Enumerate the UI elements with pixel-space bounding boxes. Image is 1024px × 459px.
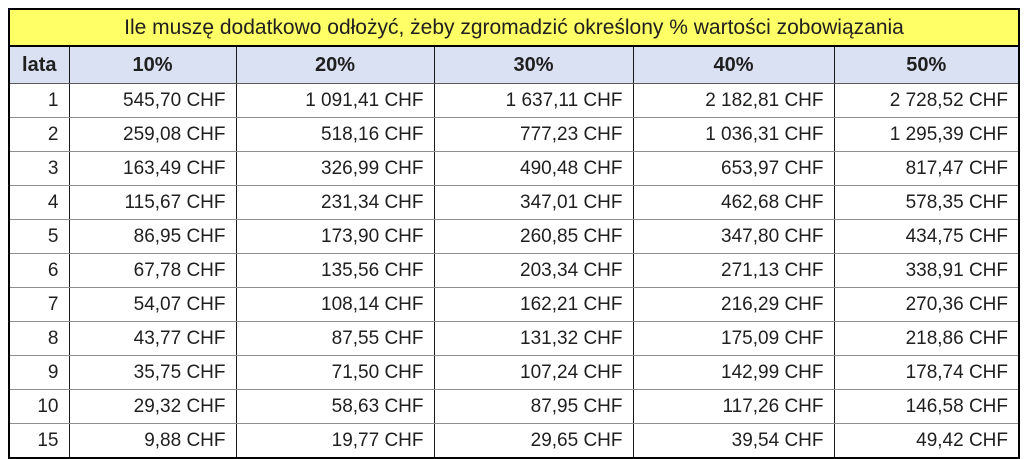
column-header-40pct: 40% [632,45,835,84]
value-cell: 347,80 CHF [632,219,835,254]
value-cell: 545,70 CHF [68,83,237,118]
value-cell: 162,21 CHF [433,287,634,322]
value-cell: 462,68 CHF [632,185,835,220]
value-cell: 39,54 CHF [632,423,835,459]
year-cell: 6 [8,253,70,288]
year-cell: 4 [8,185,70,220]
value-cell: 178,74 CHF [833,355,1020,390]
year-cell: 9 [8,355,70,390]
table-row: 6 67,78 CHF 135,56 CHF 203,34 CHF 271,13 CHF… [8,253,1020,288]
value-cell: 175,09 CHF [632,321,835,356]
value-cell: 54,07 CHF [68,287,237,322]
table-row: 3 163,49 CHF 326,99 CHF 490,48 CHF 653,97 CH… [8,151,1020,186]
value-cell: 131,32 CHF [433,321,634,356]
value-cell: 578,35 CHF [833,185,1020,220]
table-row: 7 54,07 CHF 108,14 CHF 162,21 CHF 216,29 CHF… [8,287,1020,322]
value-cell: 817,47 CHF [833,151,1020,186]
savings-table: Ile muszę dodatkowo odłożyć, żeby zgroma… [8,8,1021,459]
value-cell: 2 728,52 CHF [833,83,1020,118]
value-cell: 326,99 CHF [235,151,435,186]
value-cell: 260,85 CHF [433,219,634,254]
table-row: 1 545,70 CHF 1 091,41 CHF 1 637,11 CHF 2 182… [8,83,1020,118]
value-cell: 9,88 CHF [68,423,237,459]
table-row: 10 29,32 CHF 58,63 CHF 87,95 CHF 117,26 CHF 1… [8,389,1020,424]
value-cell: 777,23 CHF [433,117,634,152]
value-cell: 86,95 CHF [68,219,237,254]
table-row: 15 9,88 CHF 19,77 CHF 29,65 CHF 39,54 CHF 49,… [8,423,1020,459]
value-cell: 2 182,81 CHF [632,83,835,118]
table-title: Ile muszę dodatkowo odłożyć, żeby zgroma… [8,8,1020,47]
value-cell: 135,56 CHF [235,253,435,288]
value-cell: 1 295,39 CHF [833,117,1020,152]
table-title-row: Ile muszę dodatkowo odłożyć, żeby zgroma… [8,8,1020,47]
value-cell: 518,16 CHF [235,117,435,152]
value-cell: 270,36 CHF [833,287,1020,322]
value-cell: 29,32 CHF [68,389,237,424]
table-row: 4 115,67 CHF 231,34 CHF 347,01 CHF 462,68 CH… [8,185,1020,220]
value-cell: 163,49 CHF [68,151,237,186]
value-cell: 347,01 CHF [433,185,634,220]
value-cell: 29,65 CHF [433,423,634,459]
year-cell: 3 [8,151,70,186]
column-header-10pct: 10% [68,45,237,84]
value-cell: 216,29 CHF [632,287,835,322]
value-cell: 338,91 CHF [833,253,1020,288]
value-cell: 173,90 CHF [235,219,435,254]
year-cell: 1 [8,83,70,118]
value-cell: 1 036,31 CHF [632,117,835,152]
value-cell: 142,99 CHF [632,355,835,390]
value-cell: 87,55 CHF [235,321,435,356]
year-cell: 8 [8,321,70,356]
value-cell: 87,95 CHF [433,389,634,424]
year-cell: 2 [8,117,70,152]
value-cell: 115,67 CHF [68,185,237,220]
value-cell: 43,77 CHF [68,321,237,356]
value-cell: 117,26 CHF [632,389,835,424]
column-header-50pct: 50% [833,45,1020,84]
value-cell: 490,48 CHF [433,151,634,186]
value-cell: 108,14 CHF [235,287,435,322]
table-row: 9 35,75 CHF 71,50 CHF 107,24 CHF 142,99 CHF 1… [8,355,1020,390]
value-cell: 1 091,41 CHF [235,83,435,118]
value-cell: 49,42 CHF [833,423,1020,459]
value-cell: 146,58 CHF [833,389,1020,424]
table-header-row: lata 10% 20% 30% 40% 50% [8,45,1020,84]
table-row: 8 43,77 CHF 87,55 CHF 131,32 CHF 175,09 CHF 2… [8,321,1020,356]
table-row: 2 259,08 CHF 518,16 CHF 777,23 CHF 1 036,31 … [8,117,1020,152]
value-cell: 67,78 CHF [68,253,237,288]
value-cell: 107,24 CHF [433,355,634,390]
value-cell: 58,63 CHF [235,389,435,424]
table-row: 5 86,95 CHF 173,90 CHF 260,85 CHF 347,80 CHF… [8,219,1020,254]
value-cell: 71,50 CHF [235,355,435,390]
column-header-lata: lata [8,45,70,84]
year-cell: 15 [8,423,70,459]
value-cell: 271,13 CHF [632,253,835,288]
value-cell: 434,75 CHF [833,219,1020,254]
year-cell: 5 [8,219,70,254]
column-header-30pct: 30% [433,45,634,84]
value-cell: 1 637,11 CHF [433,83,634,118]
year-cell: 10 [8,389,70,424]
value-cell: 259,08 CHF [68,117,237,152]
value-cell: 653,97 CHF [632,151,835,186]
value-cell: 231,34 CHF [235,185,435,220]
column-header-20pct: 20% [235,45,435,84]
year-cell: 7 [8,287,70,322]
value-cell: 35,75 CHF [68,355,237,390]
value-cell: 19,77 CHF [235,423,435,459]
value-cell: 203,34 CHF [433,253,634,288]
value-cell: 218,86 CHF [833,321,1020,356]
